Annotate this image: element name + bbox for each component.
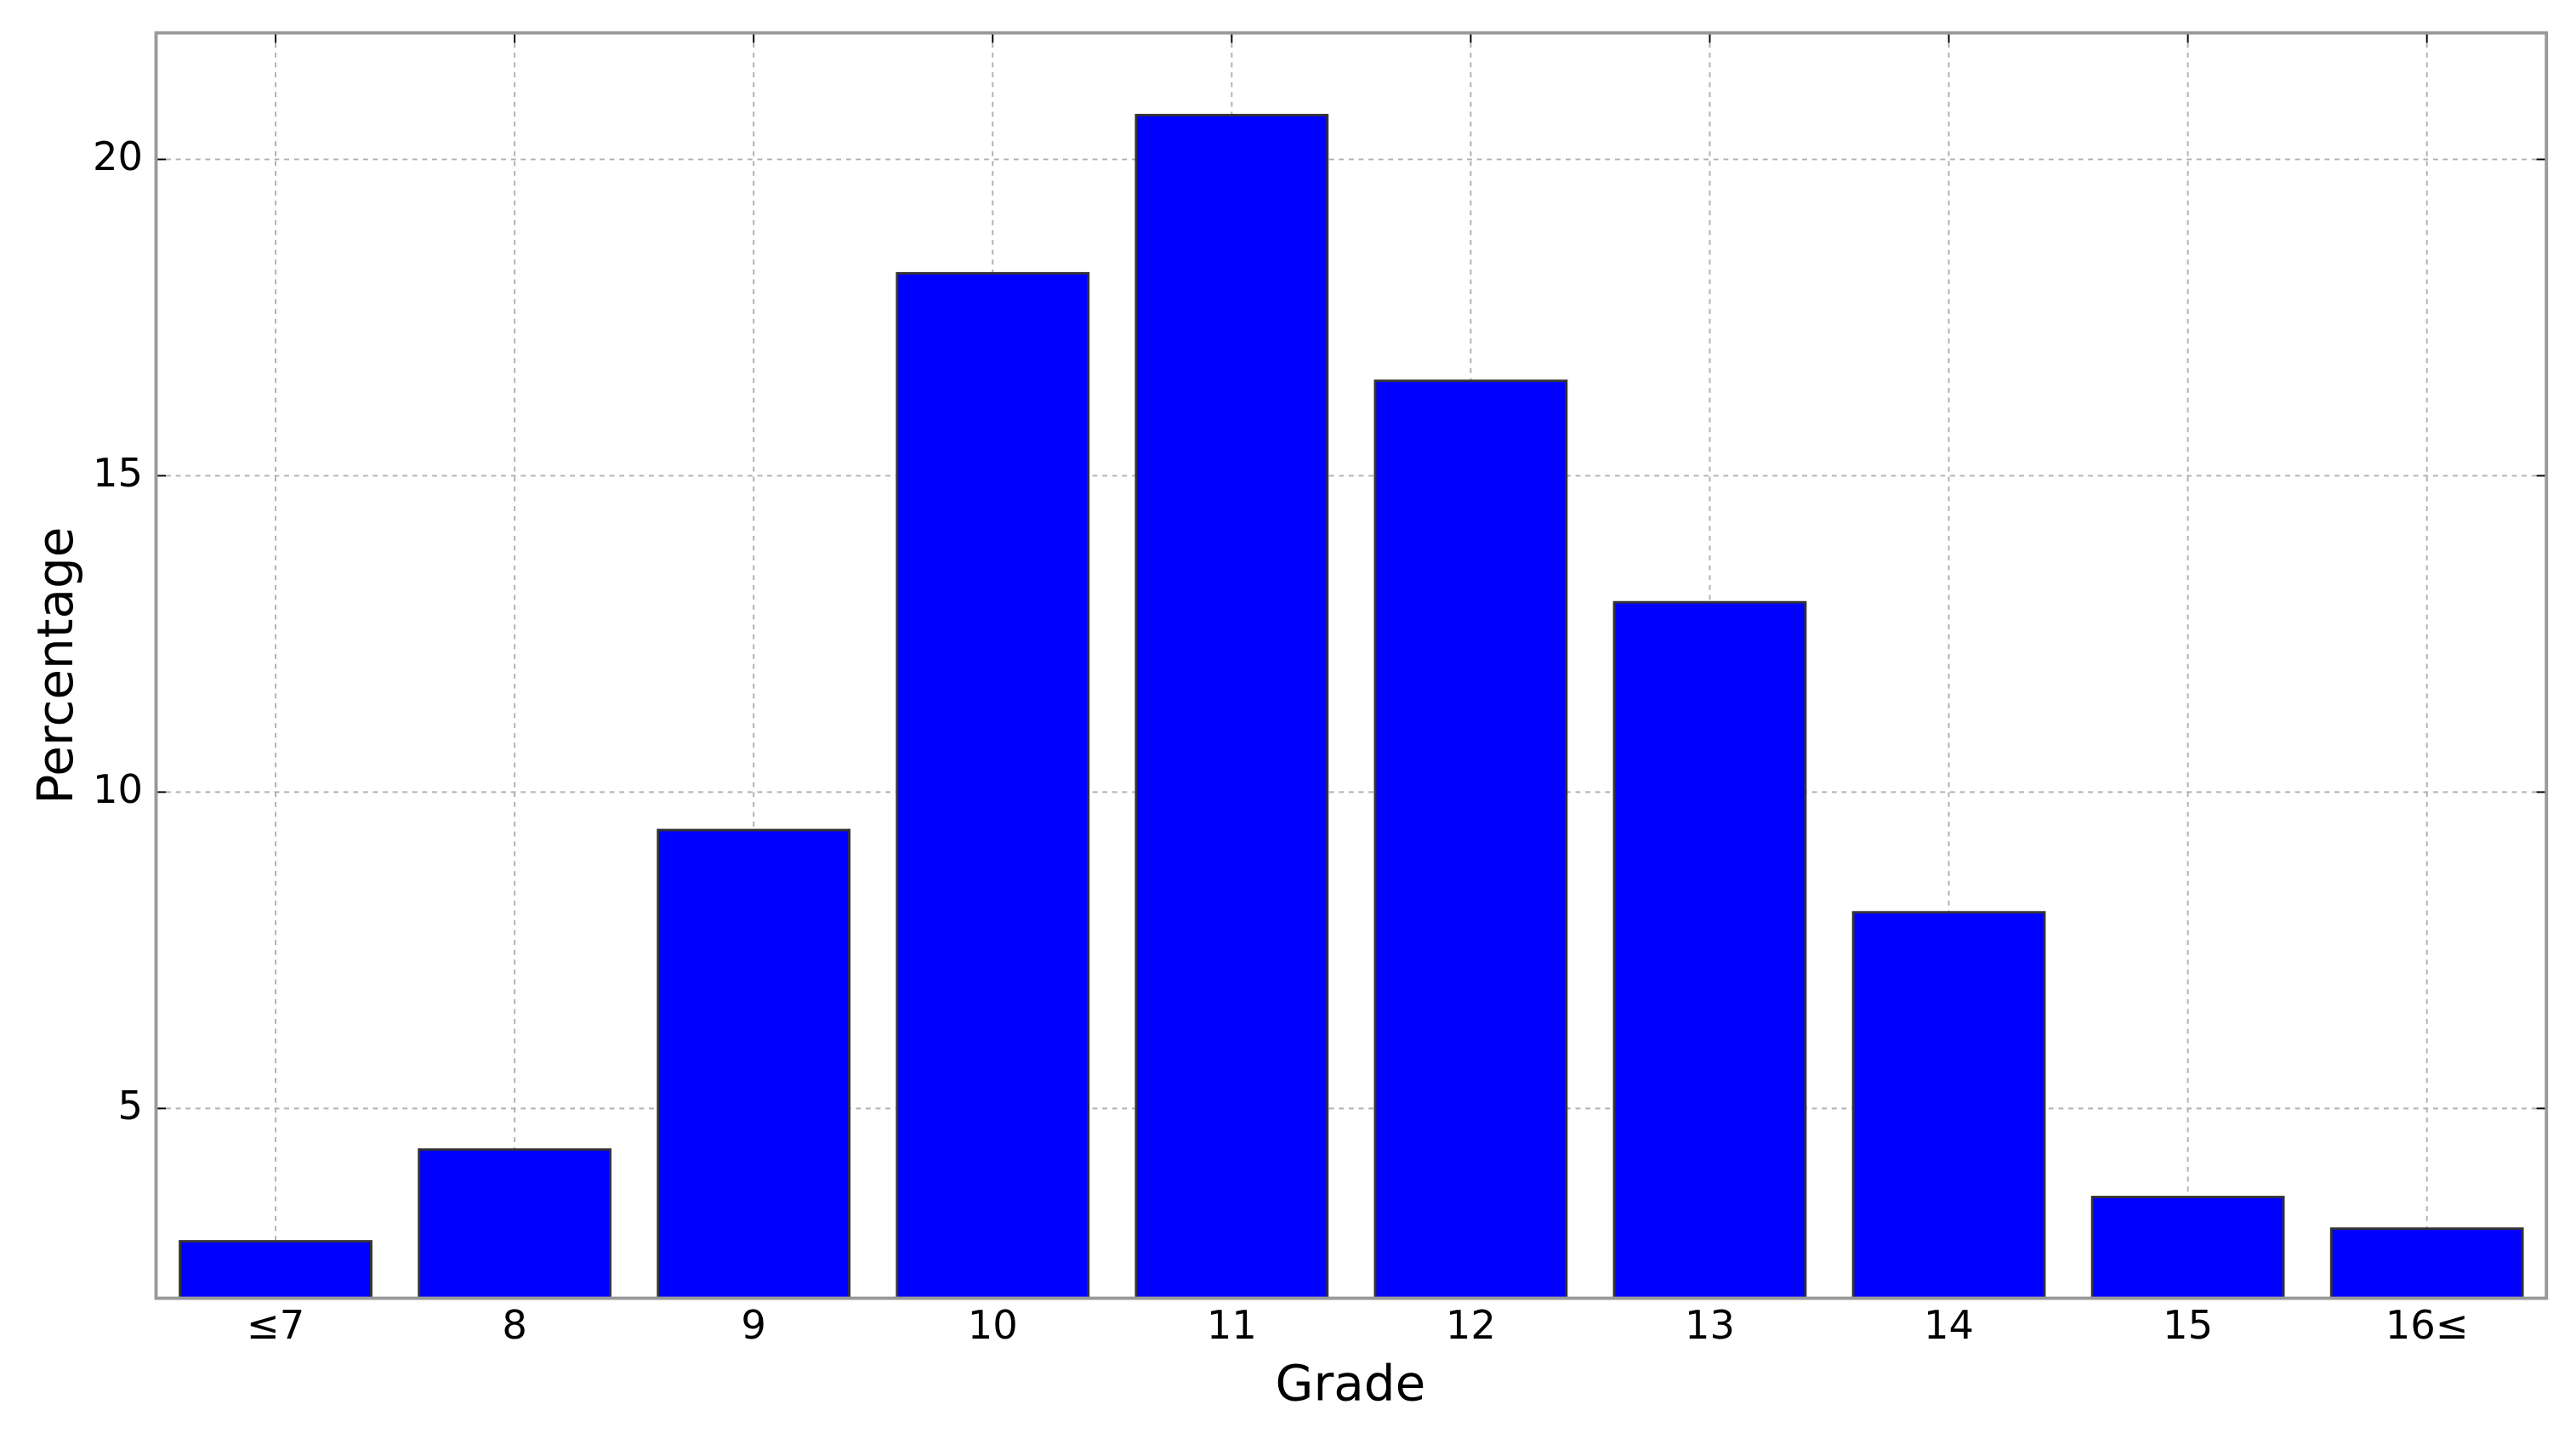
x-tick-label: 14 — [1924, 1302, 1974, 1348]
x-tick-label: 16≤ — [2386, 1302, 2469, 1348]
plot-frame — [154, 31, 2549, 1300]
x-tick-label: 12 — [1446, 1302, 1496, 1348]
bar — [1373, 379, 1568, 1299]
bar — [2090, 1196, 2285, 1299]
y-tick-label: 5 — [118, 1083, 143, 1129]
x-tick-label: 8 — [502, 1302, 526, 1348]
x-axis-label: Grade — [1276, 1354, 1426, 1412]
x-tick-label: 9 — [741, 1302, 765, 1348]
x-tick-label: ≤7 — [247, 1302, 304, 1348]
bar — [1851, 911, 2046, 1299]
x-tick-label: 13 — [1685, 1302, 1735, 1348]
x-tick-label: 11 — [1207, 1302, 1257, 1348]
y-tick-label: 10 — [93, 766, 143, 812]
bar — [2329, 1227, 2524, 1299]
y-tick-label: 20 — [93, 134, 143, 179]
bar — [657, 828, 851, 1299]
x-tick-label: 15 — [2163, 1302, 2213, 1348]
bar — [418, 1148, 612, 1299]
bar — [896, 271, 1090, 1299]
bar — [179, 1240, 372, 1299]
bar — [1134, 113, 1329, 1299]
bar — [1612, 600, 1807, 1299]
y-tick-label: 15 — [93, 450, 143, 496]
x-tick-label: 10 — [968, 1302, 1018, 1348]
plot-area — [156, 32, 2547, 1299]
y-axis-label: Percentage — [26, 527, 84, 805]
